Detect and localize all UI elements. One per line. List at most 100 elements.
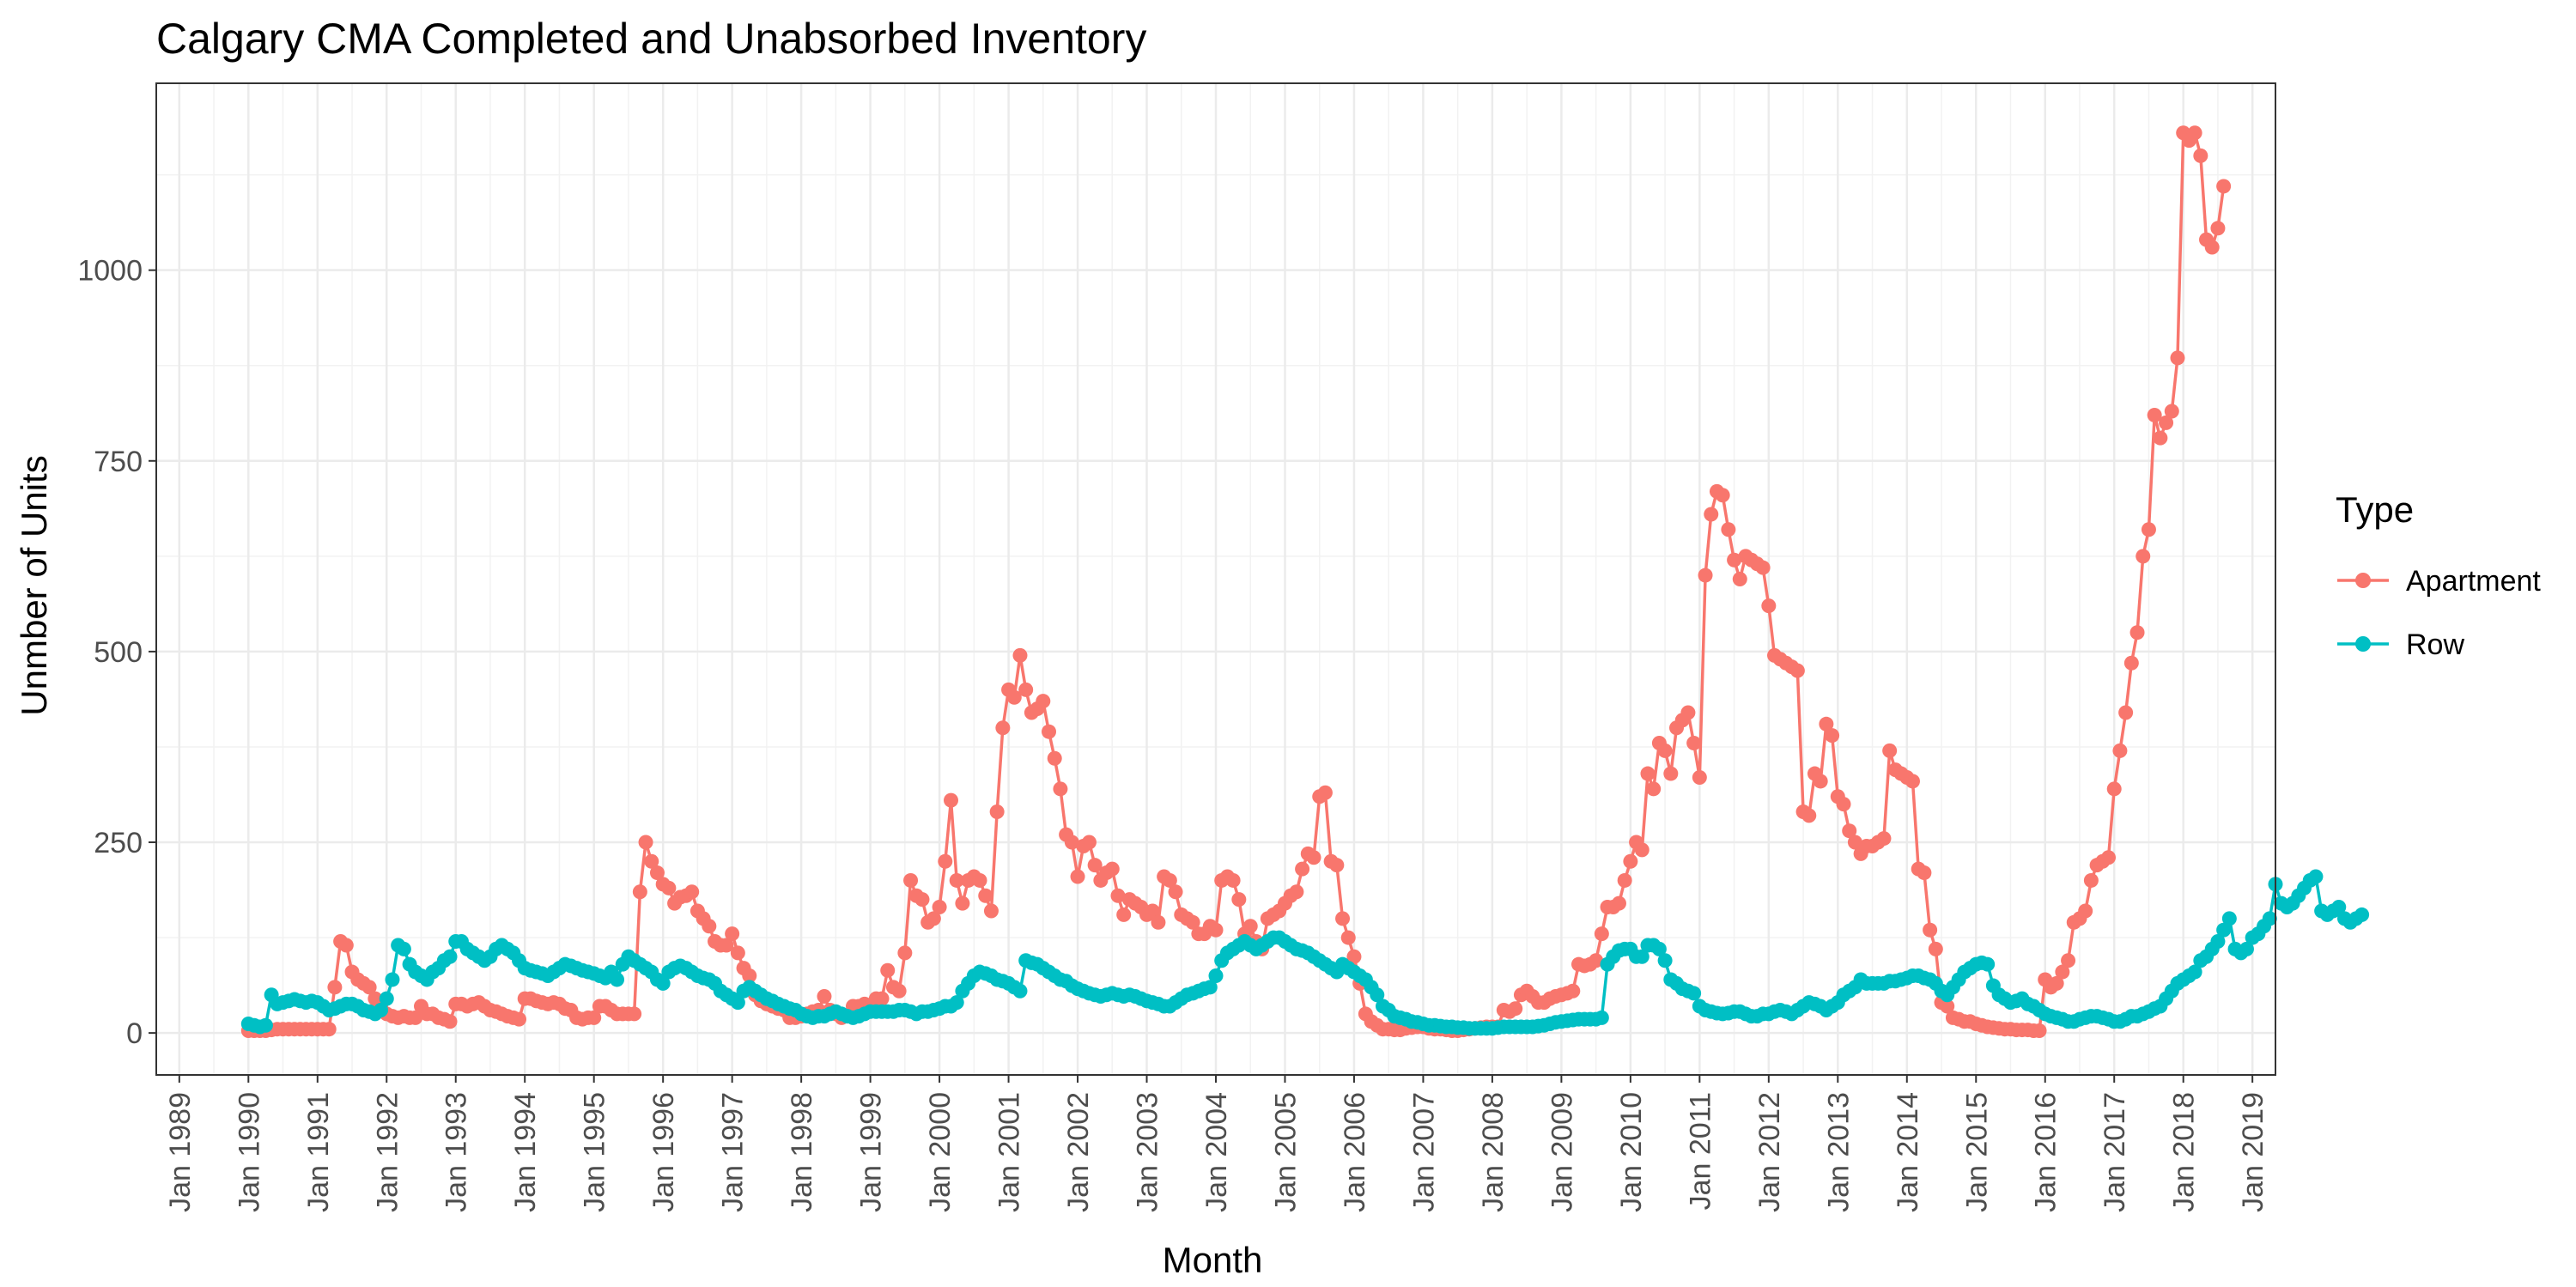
data-point [1012,983,1028,999]
data-point [1715,488,1730,503]
x-tick-label: Jan 1998 [786,1092,818,1212]
x-tick-label: Jan 2004 [1200,1092,1233,1212]
data-point [2308,869,2324,884]
data-point [1923,922,1938,938]
x-tick-label: Jan 1992 [371,1092,404,1212]
x-tick-label: Jan 2018 [2168,1092,2201,1212]
data-point [2118,705,2134,720]
data-point [632,884,647,900]
data-point [1087,858,1103,873]
data-point [1813,774,1828,789]
data-point [1704,507,1719,522]
data-point [2210,221,2226,236]
data-point [1042,724,1057,739]
data-point [903,872,919,888]
data-point [897,945,913,961]
data-point [1185,914,1200,930]
x-tick-label: Jan 2012 [1753,1092,1786,1212]
data-point [1801,808,1817,823]
data-point [2141,522,2156,537]
data-point [1698,568,1713,583]
data-point [1370,987,1385,1003]
data-point [684,884,700,900]
data-point [1012,647,1028,663]
data-point [719,938,734,953]
x-axis: Jan 1989 Jan 1990 Jan 1991 Jan 1992 Jan 1993… [164,1075,2269,1212]
data-point [1651,941,1667,956]
y-axis: 0 250 500 750 1000 [77,255,156,1050]
data-point [442,949,458,964]
data-point [586,1010,602,1025]
major-gridlines [156,83,2275,1075]
data-point [2187,964,2202,980]
data-point [321,1022,337,1037]
data-point [2216,922,2232,938]
data-point [1640,766,1656,781]
data-point [1335,911,1351,926]
data-point [385,972,400,987]
data-point [512,1011,527,1027]
data-point [1882,743,1898,758]
data-point [1836,797,1851,812]
data-point [1980,956,1996,972]
data-point [655,975,671,991]
legend-key-point [2355,573,2371,588]
data-point [725,926,740,942]
data-point [1623,853,1638,869]
legend-label: Row [2406,628,2464,661]
data-point [327,980,343,995]
data-point [1594,1010,1609,1025]
data-point [2164,404,2179,419]
data-point [2061,953,2076,968]
data-point [644,853,659,869]
data-point [2216,179,2232,194]
data-point [2239,941,2254,956]
x-tick-label: Jan 2013 [1822,1092,1855,1212]
data-point [1231,892,1247,908]
data-point [1663,766,1679,781]
data-point [1317,785,1333,800]
data-point [1168,884,1183,900]
data-point [2055,964,2070,980]
x-tick-label: Jan 2008 [1477,1092,1510,1212]
data-point [1508,1001,1523,1017]
legend-key-point [2355,636,2371,652]
data-point [1657,743,1673,758]
data-point [1692,770,1707,785]
data-point [396,941,411,956]
data-point [1208,922,1224,938]
data-point [258,1017,273,1033]
data-point [1565,983,1581,999]
data-point [1081,835,1097,850]
x-tick-label: Jan 1989 [164,1092,197,1212]
chart-title: Calgary CMA Completed and Unabsorbed Inv… [156,15,1146,63]
x-tick-label: Jan 1993 [440,1092,473,1212]
data-point [1225,872,1241,888]
x-axis-title: Month [1163,1240,1263,1280]
data-point [1053,781,1068,797]
data-point [972,872,987,888]
data-point [610,972,625,987]
data-point [1847,835,1862,850]
data-point [2136,549,2151,564]
data-point [2101,850,2117,865]
plot-area [155,82,2370,1076]
data-point [1634,949,1649,964]
data-point [2147,407,2162,422]
data-point [2170,350,2185,366]
data-point [1917,865,1932,881]
data-point [938,853,953,869]
y-axis-title: Unmber of Units [14,455,54,715]
data-point [2354,907,2370,922]
legend-label: Apartment [2406,565,2541,598]
data-point [944,792,958,808]
y-tick-label: 1000 [77,255,143,288]
data-point [1346,949,1362,964]
data-point [949,995,964,1011]
x-tick-label: Jan 2000 [924,1092,957,1212]
data-point [1761,598,1777,614]
data-point [1686,736,1702,751]
x-tick-label: Jan 2005 [1269,1092,1302,1212]
data-point [1617,872,1632,888]
x-tick-label: Jan 1997 [717,1092,750,1212]
